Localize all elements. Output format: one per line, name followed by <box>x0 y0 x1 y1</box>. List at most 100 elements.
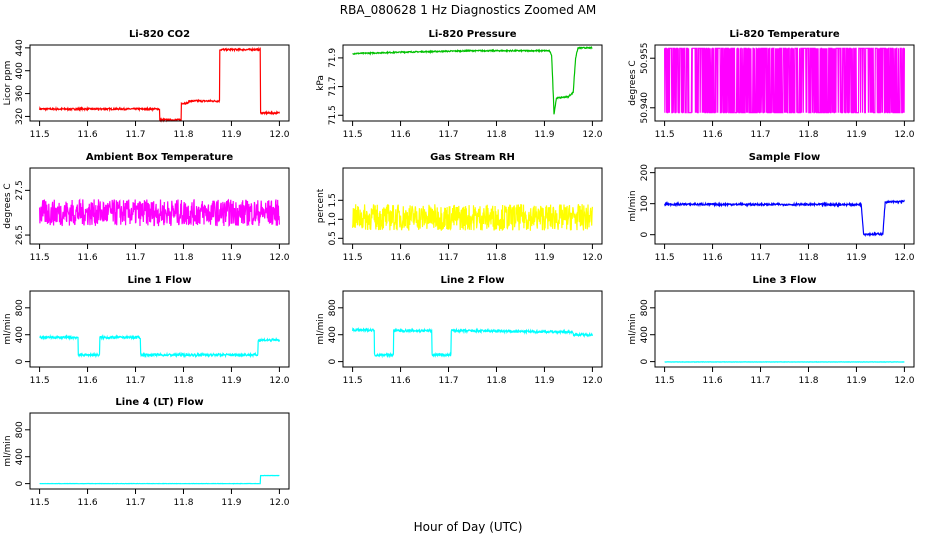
series-line <box>39 46 280 123</box>
panel-title: Li-820 Pressure <box>428 29 516 40</box>
x-tick-label: 11.7 <box>750 130 770 140</box>
series-line <box>39 198 280 227</box>
x-tick-label: 11.6 <box>703 376 723 386</box>
x-tick-label: 11.8 <box>173 253 193 263</box>
x-tick-label: 11.8 <box>486 130 506 140</box>
panel-title: Line 1 Flow <box>128 275 192 286</box>
series-line <box>352 203 593 231</box>
x-tick-label: 11.9 <box>846 130 866 140</box>
x-tick-label: 11.6 <box>391 253 411 263</box>
x-tick-label: 12.0 <box>582 253 602 263</box>
y-tick-label: 50.940 <box>640 92 650 124</box>
x-tick-label: 11.9 <box>221 498 241 508</box>
x-tick-label: 12.0 <box>269 253 289 263</box>
panel-title: Line 3 Flow <box>753 275 817 286</box>
y-tick-label: 200 <box>640 164 650 181</box>
x-tick-label: 11.7 <box>438 253 458 263</box>
x-tick-label: 11.8 <box>798 253 818 263</box>
x-tick-label: 11.6 <box>391 130 411 140</box>
y-tick-label: 400 <box>15 448 25 465</box>
x-tick-label: 11.5 <box>343 253 363 263</box>
x-tick-label: 11.5 <box>30 130 50 140</box>
plot-frame <box>29 167 290 245</box>
x-tick-label: 12.0 <box>894 130 914 140</box>
chart-panel: Line 1 Flow ml/min 11.5 11.6 11.7 11.8 11.9 12.… <box>3 275 290 386</box>
chart-panel: Sample Flow ml/min 11.5 11.6 11.7 11.8 11.9 12.… <box>628 152 915 263</box>
x-tick-label: 12.0 <box>269 498 289 508</box>
x-tick-label: 11.7 <box>125 130 145 140</box>
x-tick-label: 11.9 <box>221 130 241 140</box>
chart-panel: Gas Stream RH percent 11.5 11.6 11.7 11.8 11.9… <box>316 152 603 263</box>
plot-frame <box>654 44 915 122</box>
series-line <box>664 199 905 238</box>
chart-panel: Line 4 (LT) Flow ml/min 11.5 11.6 11.7 11.8 11… <box>3 397 290 508</box>
y-axis-label: degrees C <box>3 183 13 228</box>
series-line <box>39 474 280 485</box>
chart-panel: Line 3 Flow ml/min 11.5 11.6 11.7 11.8 11.9 12.… <box>628 275 915 386</box>
x-tick-label: 11.8 <box>173 130 193 140</box>
y-tick-label: 27.5 <box>15 180 25 200</box>
y-tick-label: 1.5 <box>328 193 338 207</box>
panel-title: Gas Stream RH <box>430 152 515 163</box>
y-axis-label: ml/min <box>316 313 326 344</box>
y-axis-label: ml/min <box>628 313 638 344</box>
x-tick-label: 11.5 <box>30 376 50 386</box>
y-axis-label: kPa <box>316 75 326 91</box>
panel-title: Ambient Box Temperature <box>86 152 233 163</box>
x-tick-label: 11.9 <box>221 376 241 386</box>
x-tick-label: 11.9 <box>221 253 241 263</box>
plot-frame <box>29 412 290 490</box>
series-line <box>352 45 593 115</box>
x-tick-label: 11.7 <box>750 253 770 263</box>
panel-title: Line 2 Flow <box>441 275 505 286</box>
x-tick-label: 12.0 <box>582 130 602 140</box>
x-tick-label: 11.5 <box>30 498 50 508</box>
y-tick-label: 800 <box>15 299 25 316</box>
y-axis-label: ml/min <box>628 190 638 221</box>
y-tick-label: 400 <box>328 326 338 343</box>
y-tick-label: 71.9 <box>328 48 338 68</box>
x-tick-label: 11.8 <box>173 376 193 386</box>
y-tick-label: 0 <box>640 232 650 238</box>
x-tick-label: 11.8 <box>798 130 818 140</box>
x-tick-label: 11.5 <box>655 376 675 386</box>
x-tick-label: 11.7 <box>125 498 145 508</box>
figure-title: RBA_080628 1 Hz Diagnostics Zoomed AM <box>340 3 596 17</box>
x-tick-label: 11.6 <box>78 130 98 140</box>
plot-frame <box>342 44 603 122</box>
x-tick-label: 11.6 <box>78 498 98 508</box>
y-tick-label: 400 <box>640 326 650 343</box>
x-tick-label: 11.8 <box>798 376 818 386</box>
y-tick-label: 0 <box>640 358 650 364</box>
x-tick-label: 11.7 <box>750 376 770 386</box>
x-tick-label: 11.8 <box>173 498 193 508</box>
chart-panel: Li-820 CO2 Licor ppm 11.5 11.6 11.7 11.8 11.9 1… <box>3 29 290 140</box>
x-tick-label: 11.7 <box>125 376 145 386</box>
x-tick-label: 11.9 <box>534 253 554 263</box>
y-axis-label: ml/min <box>3 435 13 466</box>
x-tick-label: 11.9 <box>534 376 554 386</box>
x-tick-label: 11.5 <box>343 130 363 140</box>
series-line <box>352 326 593 359</box>
x-tick-label: 12.0 <box>894 253 914 263</box>
x-tick-label: 11.6 <box>391 376 411 386</box>
x-tick-label: 11.7 <box>438 130 458 140</box>
y-tick-label: 800 <box>328 299 338 316</box>
x-tick-label: 11.9 <box>534 130 554 140</box>
y-tick-label: 440 <box>15 39 25 56</box>
y-axis-label: Licor ppm <box>3 61 13 106</box>
y-axis-label: percent <box>316 188 326 223</box>
x-tick-label: 11.8 <box>486 376 506 386</box>
y-tick-label: 360 <box>15 85 25 102</box>
chart-panel: Li-820 Pressure kPa 11.5 11.6 11.7 11.8 11.9 12… <box>316 29 603 140</box>
x-tick-label: 12.0 <box>894 376 914 386</box>
figure-x-axis-label: Hour of Day (UTC) <box>414 520 523 534</box>
y-tick-label: 0 <box>15 358 25 364</box>
x-tick-label: 11.6 <box>703 130 723 140</box>
plot-frame <box>342 290 603 368</box>
y-tick-label: 50.955 <box>640 42 650 74</box>
panel-title: Sample Flow <box>749 152 821 163</box>
plot-frame <box>342 167 603 245</box>
x-tick-label: 11.5 <box>30 253 50 263</box>
